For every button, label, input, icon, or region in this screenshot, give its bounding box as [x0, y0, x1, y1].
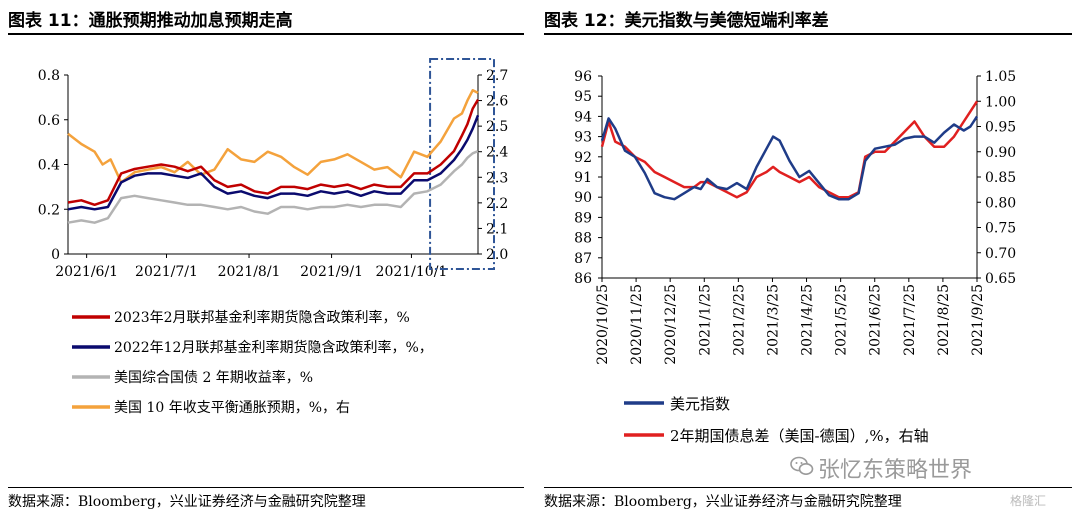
x-tick-label: 2021/9/25	[970, 284, 986, 356]
right-source: 数据来源：Bloomberg，兴业证券经济与金融研究院整理	[544, 494, 902, 510]
y-right-tick-label: 2.1	[486, 221, 508, 237]
y-right-tick-label: 2.2	[486, 196, 508, 212]
left-panel: 图表 11：通胀预期推动加息预期走高 0 0.2 0.4 0.6 0.8 2.0 2.1 2.…	[0, 0, 530, 514]
legend-label: 美国综合国债 2 年期收益率，%	[114, 369, 313, 386]
y-right-tick-label: 2.3	[486, 170, 508, 186]
left-title-rule	[8, 33, 524, 35]
wechat-icon	[790, 456, 814, 475]
y-left-tick-label: 90	[574, 190, 592, 206]
x-tick-label: 2021/1/25	[697, 284, 713, 356]
x-tick-label: 2021/6/25	[868, 284, 884, 356]
highlight-box	[429, 58, 495, 270]
y-right-tick-label: 0.70	[985, 246, 1016, 262]
x-tick-label: 2020/11/25	[629, 284, 645, 365]
right-source-rule	[544, 487, 1072, 488]
series-line-3	[67, 89, 479, 184]
left-chart: 0 0.2 0.4 0.6 0.8 2.0 2.1 2.2 2.3 2.4 2.5 2.6 2.7 202…	[38, 58, 508, 416]
y-left-tick-label: 0	[51, 247, 60, 263]
legend-label: 2023年2月联邦基金利率期货隐含政策利率，%	[114, 309, 410, 326]
y-left-tick-label: 96	[574, 69, 592, 85]
y-right-tick-label: 2.4	[486, 145, 508, 161]
x-tick-label: 2020/12/25	[663, 284, 679, 365]
x-tick-label: 2021/10/1	[376, 264, 448, 280]
x-tick-label: 2021/8/25	[936, 284, 952, 356]
x-tick-label: 2021/3/25	[765, 284, 781, 356]
x-tick-label: 2021/5/25	[834, 284, 850, 356]
y-right-tick-label: 1.00	[985, 94, 1016, 110]
y-left-tick-label: 0.4	[38, 158, 60, 174]
y-right-tick-label: 2.0	[486, 247, 508, 263]
x-tick-label: 2021/7/25	[902, 284, 918, 356]
left-source: 数据来源：Bloomberg，兴业证券经济与金融研究院整理	[8, 494, 366, 510]
y-left-tick-label: 88	[574, 231, 592, 247]
y-right-tick-label: 0.85	[985, 170, 1016, 186]
y-left-tick-label: 0.2	[38, 202, 60, 218]
series-line-0	[600, 115, 979, 201]
y-right-tick-label: 0.80	[985, 195, 1016, 211]
left-chart-title: 图表 11：通胀预期推动加息预期走高	[8, 11, 293, 31]
x-tick-label: 2020/10/25	[595, 284, 611, 365]
x-tick-label: 2021/4/25	[800, 284, 816, 356]
series-line-1	[67, 114, 480, 211]
x-tick-label: 2021/2/25	[731, 284, 747, 356]
series-line-1	[600, 100, 979, 199]
x-tick-label: 2021/7/1	[135, 264, 198, 280]
left-source-rule	[8, 487, 524, 488]
y-left-tick-label: 87	[574, 251, 592, 267]
y-left-tick-label: 86	[574, 271, 592, 287]
y-right-tick-label: 0.75	[985, 221, 1016, 237]
right-panel: 图表 12：美元指数与美德短端利率差 86 87 88 89 90 91 92 93 94 95 9…	[540, 0, 1080, 514]
x-tick-label: 2021/9/1	[300, 264, 363, 280]
y-right-tick-label: 2.6	[486, 94, 508, 110]
y-right-tick-label: 0.95	[985, 120, 1016, 136]
legend-label: 2022年12月联邦基金利率期货隐含政策利率，%，	[114, 339, 433, 356]
right-chart-title: 图表 12：美元指数与美德短端利率差	[544, 11, 829, 31]
y-left-tick-label: 92	[574, 150, 592, 166]
x-tick-label: 2021/8/1	[218, 264, 281, 280]
y-left-tick-label: 93	[574, 130, 592, 146]
x-tick-label: 2021/6/1	[55, 264, 118, 280]
y-right-tick-label: 2.5	[486, 119, 508, 135]
right-title-rule	[544, 33, 1072, 35]
y-left-tick-label: 0.8	[38, 68, 60, 84]
y-right-tick-label: 0.65	[985, 271, 1016, 287]
right-chart: 86 87 88 89 90 91 92 93 94 95 96 0.65 0.70 0.75 0.80 0.…	[574, 69, 1016, 445]
y-left-tick-label: 91	[574, 170, 592, 186]
series-line-0	[67, 98, 480, 207]
y-left-tick-label: 89	[574, 210, 592, 226]
y-left-tick-label: 94	[574, 109, 592, 125]
legend-label: 2年期国债息差（美国-德国）,%，右轴	[670, 427, 929, 445]
series-line-2	[67, 149, 479, 224]
legend-label: 美国 10 年收支平衡通胀预期，%，右	[114, 400, 350, 416]
y-right-tick-label: 1.05	[985, 69, 1016, 85]
y-right-tick-label: 0.90	[985, 145, 1016, 161]
y-left-tick-label: 95	[574, 89, 592, 105]
brand-logo: 格隆汇	[1010, 494, 1047, 508]
watermark-text: 张忆东策略世界	[818, 458, 973, 483]
y-left-tick-label: 0.6	[38, 113, 60, 129]
legend-label: 美元指数	[670, 395, 730, 413]
y-right-tick-label: 2.7	[486, 68, 508, 84]
